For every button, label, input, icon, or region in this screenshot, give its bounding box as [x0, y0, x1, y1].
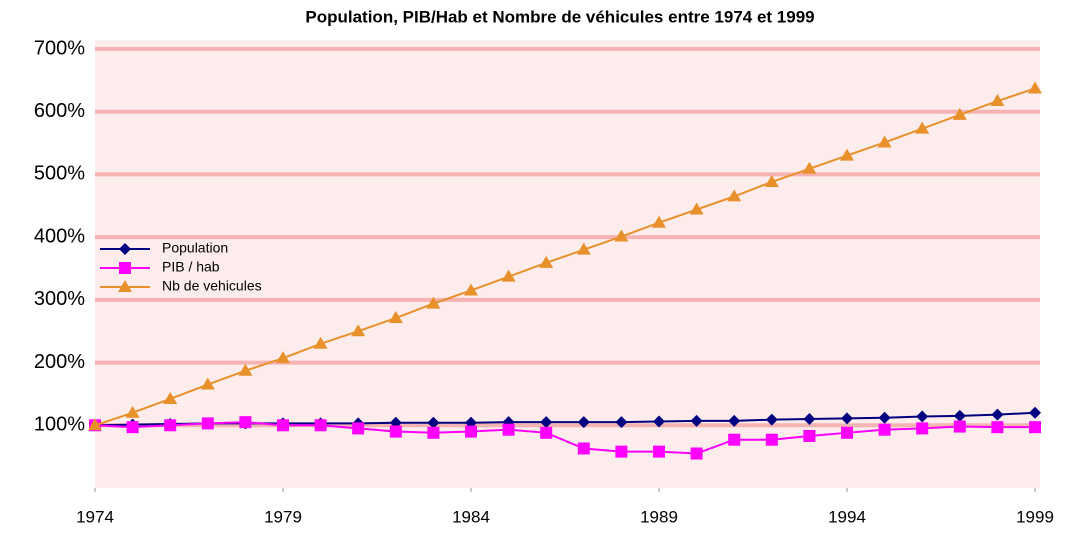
point: [615, 416, 628, 429]
point: [991, 408, 1004, 421]
point: [952, 107, 967, 120]
y-tick-label: 100%: [34, 414, 85, 436]
point: [916, 410, 929, 423]
point: [314, 419, 327, 432]
point: [1029, 421, 1041, 434]
point: [276, 351, 290, 364]
x-tick-label: 1984: [452, 507, 490, 526]
point: [540, 426, 553, 439]
point: [313, 336, 328, 349]
plot-area: [95, 40, 1040, 488]
series-line: [94, 87, 1036, 427]
legend-label: PIB / hab: [162, 259, 220, 275]
point: [764, 174, 779, 187]
x-tick-label: 1974: [76, 507, 114, 526]
point: [501, 269, 516, 282]
point: [1028, 81, 1042, 94]
legend-marker: [118, 280, 132, 292]
y-tick-label: 600%: [34, 100, 85, 122]
point: [915, 121, 930, 134]
legend-marker: [119, 243, 131, 255]
point: [690, 414, 703, 427]
point: [201, 417, 214, 430]
point: [991, 421, 1004, 434]
point: [88, 418, 102, 431]
point: [388, 311, 403, 324]
y-tick-label: 300%: [34, 288, 85, 310]
legend-label: Population: [162, 240, 228, 256]
point: [125, 405, 140, 418]
point: [238, 363, 253, 376]
point: [540, 416, 553, 429]
point: [916, 422, 929, 435]
point: [990, 94, 1005, 107]
point: [1029, 406, 1041, 419]
point: [953, 409, 966, 422]
point: [877, 135, 892, 148]
point: [200, 377, 215, 390]
point: [164, 419, 177, 432]
point: [277, 419, 289, 432]
legend-label: Nb de vehicules: [162, 278, 262, 294]
x-tick-label: 1999: [1016, 507, 1054, 526]
point: [802, 161, 817, 174]
point: [577, 416, 590, 429]
point: [426, 296, 441, 309]
point: [728, 433, 741, 446]
point: [840, 148, 854, 161]
point: [351, 324, 366, 337]
point: [464, 283, 478, 296]
x-tick-label: 1979: [264, 507, 302, 526]
point: [614, 229, 629, 242]
series-line: [94, 421, 1035, 455]
point: [690, 447, 703, 460]
y-tick-label: 500%: [34, 163, 85, 185]
point: [953, 420, 966, 433]
y-tick-label: 400%: [34, 225, 85, 247]
point: [239, 416, 252, 429]
point: [652, 215, 666, 228]
point: [653, 415, 665, 428]
point: [539, 255, 554, 268]
point: [465, 425, 477, 438]
point: [615, 445, 628, 458]
point: [765, 433, 778, 446]
point: [727, 189, 742, 202]
point: [803, 429, 816, 442]
x-tick-label: 1994: [828, 507, 866, 526]
point: [576, 242, 591, 255]
point: [352, 422, 365, 435]
point: [389, 425, 402, 438]
point: [728, 414, 741, 427]
point: [765, 413, 778, 426]
point: [689, 202, 704, 215]
point: [577, 442, 590, 455]
point: [803, 413, 816, 426]
point: [841, 426, 853, 439]
point: [878, 411, 891, 424]
point: [653, 445, 665, 458]
point: [126, 421, 139, 434]
point: [502, 423, 515, 436]
chart-title: Population, PIB/Hab et Nombre de véhicul…: [305, 7, 814, 26]
point: [427, 416, 440, 429]
point: [841, 412, 853, 425]
y-tick-label: 700%: [34, 37, 85, 59]
legend-marker: [119, 262, 131, 274]
point: [427, 426, 440, 439]
x-tick-label: 1989: [640, 507, 678, 526]
point: [878, 423, 891, 436]
y-tick-label: 200%: [34, 351, 85, 373]
point: [163, 391, 178, 404]
